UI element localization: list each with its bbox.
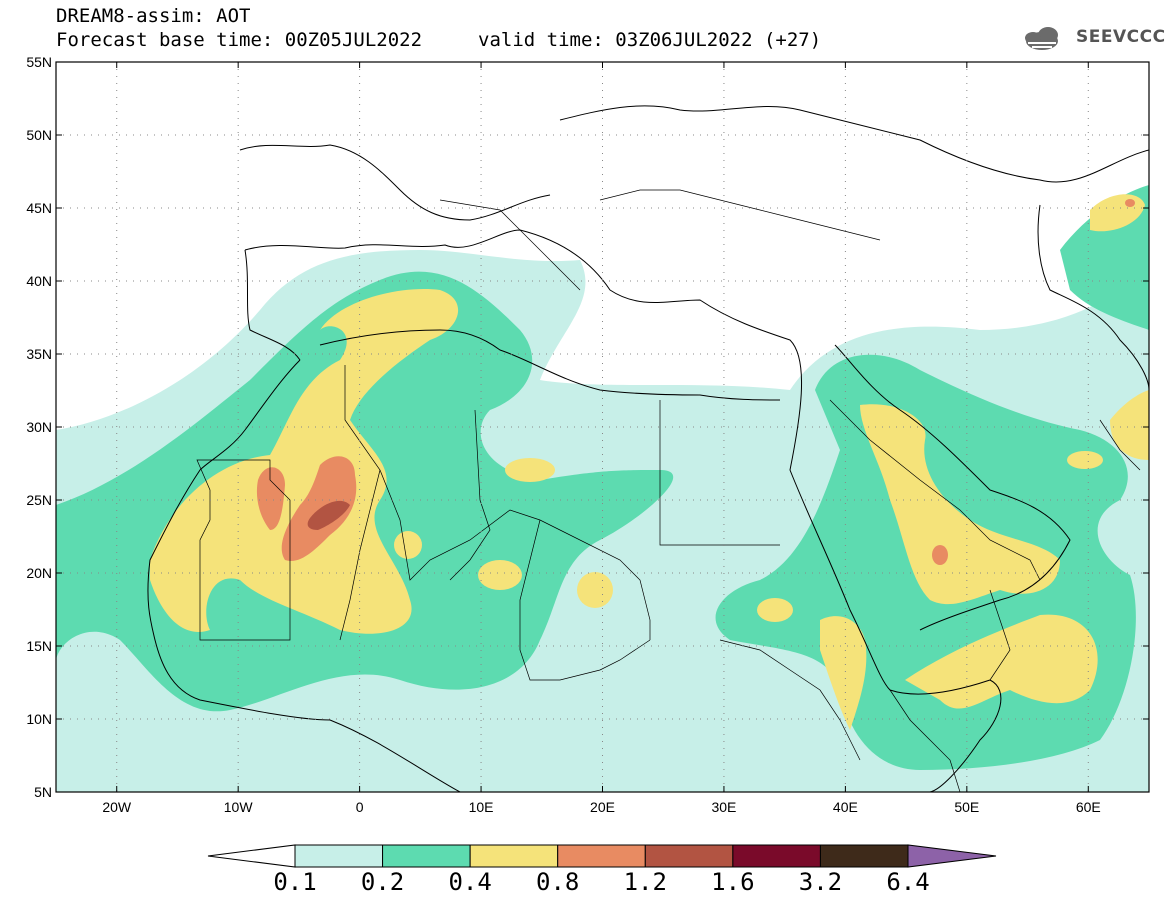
aot-contour-0.4-redsea (820, 616, 867, 730)
aot-contour-0.4-west (150, 289, 459, 634)
country-borders (196, 189, 1141, 792)
cloud-icon (1025, 27, 1058, 50)
lon-tick-label: 10W (224, 799, 254, 815)
colorbar-max-arrow (907, 844, 997, 868)
colorbar-box (819, 844, 909, 868)
aot-contour-0.8-west (256, 467, 285, 530)
logo-text: SEEVCCC (1076, 27, 1165, 47)
lat-tick-label: 20N (26, 565, 52, 581)
valid-time: valid time: 03Z06JUL2022 (+27) (478, 29, 822, 51)
colorbar-label: 0.8 (536, 868, 580, 896)
colorbar-label: 6.4 (886, 868, 930, 896)
colorbar-box (557, 844, 646, 868)
colorbar-box (644, 844, 734, 868)
aot-contour-0.8-mali (281, 456, 357, 561)
coastlines (147, 105, 1149, 792)
aot-contour-0.8-arabia (932, 545, 948, 565)
lon-tick-label: 10E (469, 799, 494, 815)
colorbar-label: 3.2 (798, 868, 843, 896)
colorbar-box (294, 844, 384, 868)
map-title: DREAM8-assim: AOT (56, 5, 251, 27)
lat-tick-label: 30N (26, 419, 52, 435)
aot-contour-0.4-sudan (577, 572, 613, 608)
colorbar-label: 1.2 (623, 868, 667, 896)
lat-tick-label: 25N (26, 492, 52, 508)
aot-contour-0.4-east (860, 404, 1060, 605)
colorbar-label: 0.4 (448, 868, 492, 896)
colorbar-label: 0.2 (360, 868, 405, 896)
longitude-axis: 20W 10W 0 10E 20E 30E 40E 50E 60E (102, 62, 1101, 815)
colorbar-box (732, 844, 821, 868)
aot-contour-0.4-ethiopia (757, 598, 793, 622)
aot-contour-1.2-mali (307, 500, 350, 530)
lon-tick-label: 40E (833, 799, 858, 815)
lat-tick-label: 55N (26, 54, 52, 70)
aot-contour-0.4-chad (478, 560, 522, 590)
lat-lon-grid (56, 62, 1149, 792)
aot-contour-0.4-iran (1110, 390, 1149, 460)
aot-contour-0.4-libya (505, 458, 555, 482)
lon-tick-label: 0 (356, 799, 364, 815)
aot-contour-0.4-horn (905, 614, 1098, 709)
colorbar-min-arrow (207, 844, 296, 868)
lat-tick-label: 35N (26, 346, 52, 362)
lat-tick-label: 5N (34, 784, 52, 800)
aot-contour-0.4-gulf (1067, 451, 1103, 469)
lat-tick-label: 40N (26, 273, 52, 289)
lat-tick-label: 10N (26, 711, 52, 727)
colorbar-box (382, 844, 471, 868)
colorbar-label: 0.1 (273, 868, 317, 896)
forecast-base-time: Forecast base time: 00Z05JUL2022 (56, 29, 423, 51)
lon-tick-label: 50E (954, 799, 979, 815)
aot-contour-0.8-caspian (1125, 199, 1135, 207)
lon-tick-label: 30E (711, 799, 736, 815)
aot-field (56, 185, 1149, 792)
colorbar-label: 1.6 (711, 868, 755, 896)
aot-contour-0.4-niger (394, 531, 422, 559)
lon-tick-label: 20E (590, 799, 615, 815)
colorbar (207, 844, 997, 868)
lat-tick-label: 45N (26, 200, 52, 216)
lat-tick-label: 50N (26, 127, 52, 143)
lon-tick-label: 60E (1076, 799, 1101, 815)
colorbar-box (469, 844, 559, 868)
lat-tick-label: 15N (26, 638, 52, 654)
latitude-axis: 55N 50N 45N 40N 35N 30N 25N 20N 15N 10N 5N (26, 54, 1149, 800)
lon-tick-label: 20W (102, 799, 132, 815)
